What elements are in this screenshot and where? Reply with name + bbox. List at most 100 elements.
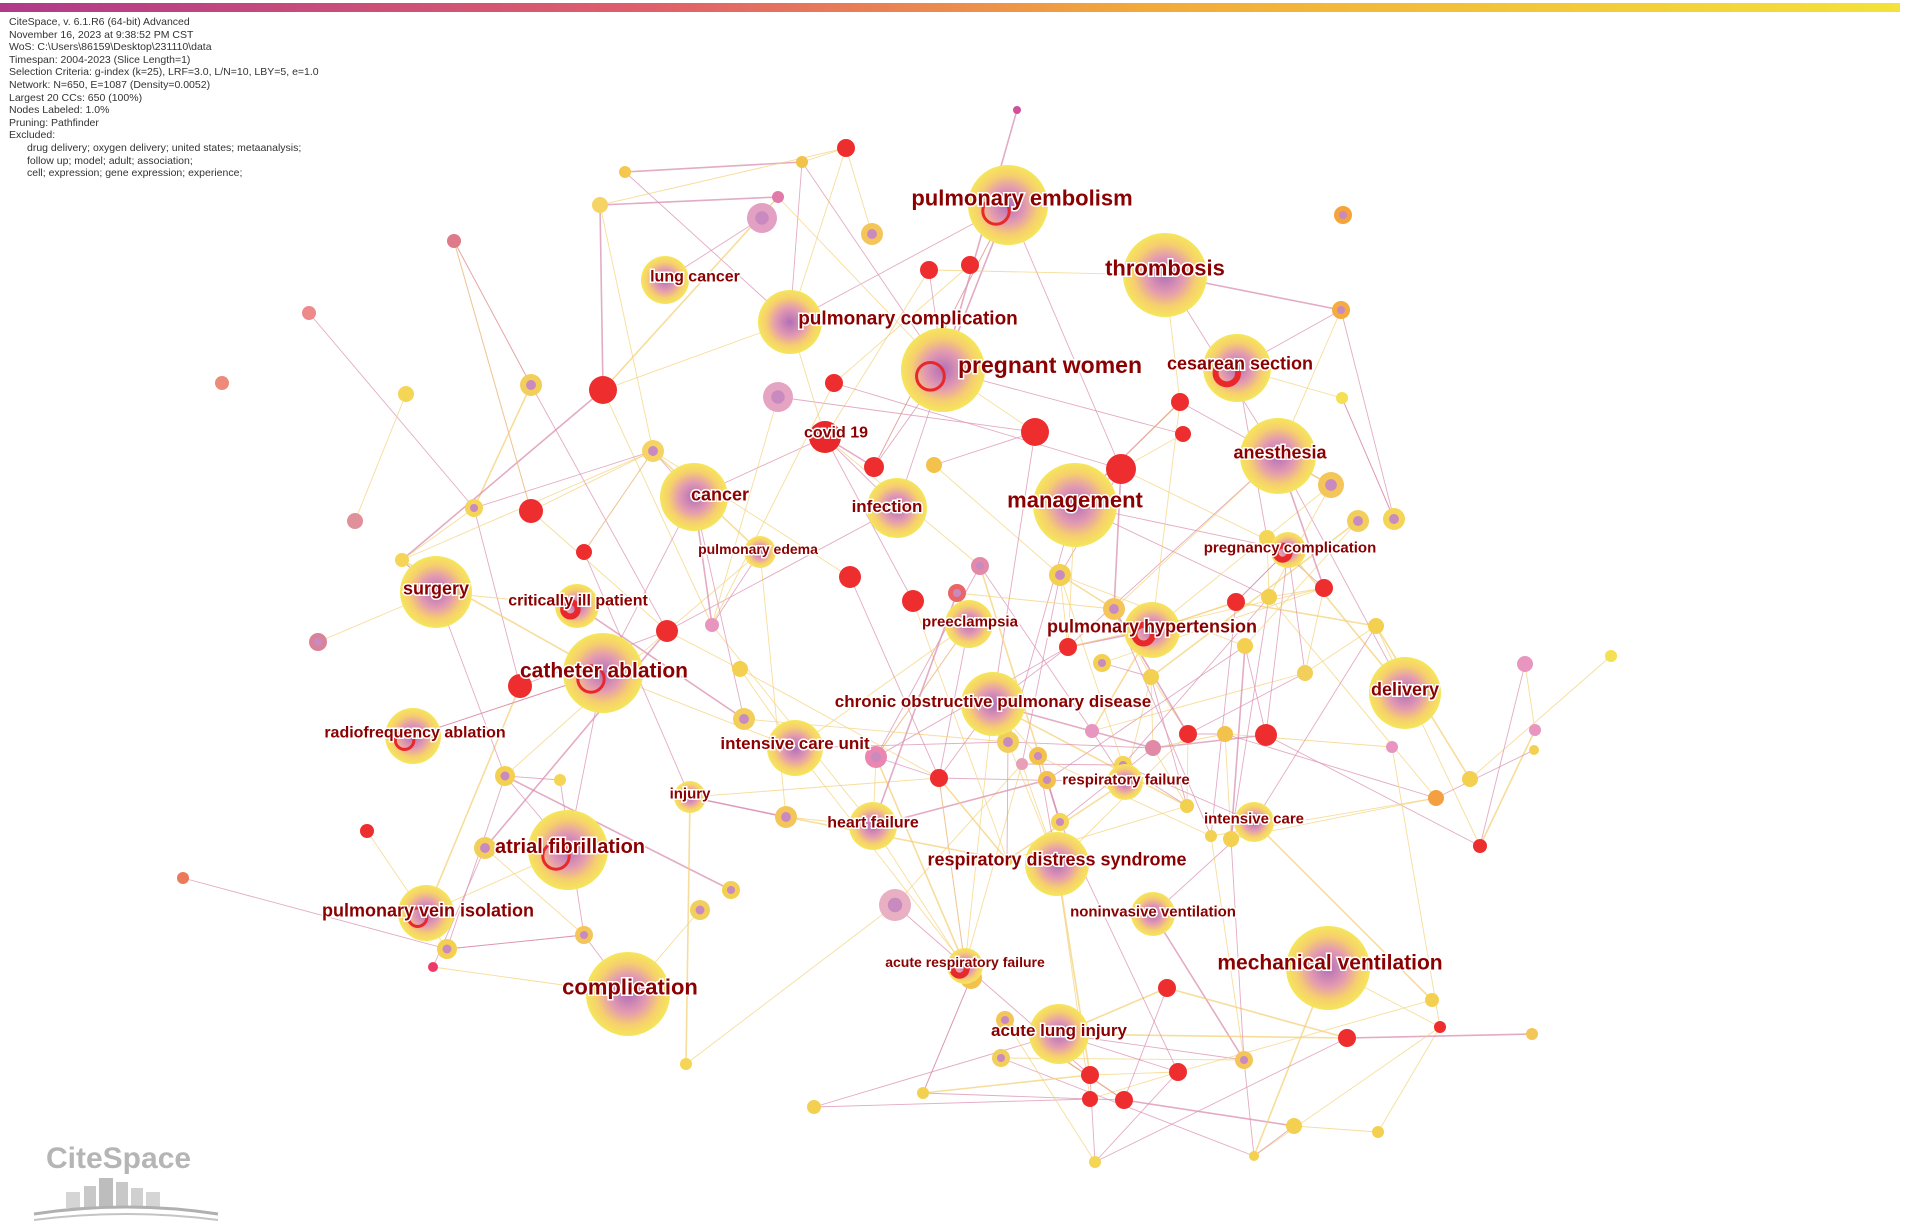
network-node bbox=[1529, 724, 1541, 736]
keyword-node: pulmonary complication bbox=[758, 290, 1019, 354]
network-edge bbox=[1186, 733, 1189, 807]
citation-burst-node bbox=[809, 421, 841, 453]
network-node-core bbox=[579, 930, 589, 940]
network-node-core bbox=[1338, 210, 1348, 220]
info-line: Selection Criteria: g-index (k=25), LRF=… bbox=[9, 66, 319, 79]
network-node-core bbox=[648, 446, 658, 456]
keyword-node-halo bbox=[1369, 657, 1441, 729]
keyword-node: covid 19 bbox=[802, 421, 870, 453]
network-node-core bbox=[1239, 1055, 1249, 1065]
network-edge bbox=[693, 496, 745, 720]
network-node-core bbox=[952, 588, 962, 598]
network-edge bbox=[1340, 309, 1395, 520]
citation-burst-ring bbox=[949, 958, 970, 979]
keyword-label: covid 19 bbox=[804, 425, 868, 442]
network-edge bbox=[785, 816, 1008, 861]
network-edge bbox=[824, 269, 930, 438]
keyword-label: critically ill patient bbox=[508, 593, 648, 610]
network-edge bbox=[1243, 1059, 1255, 1157]
network-edge bbox=[1224, 733, 1393, 748]
keyword-node: pulmonary hypertension bbox=[1045, 602, 1259, 658]
network-edge bbox=[1346, 1033, 1533, 1039]
network-node bbox=[592, 197, 608, 213]
network-node-core bbox=[442, 944, 452, 954]
network-edge bbox=[938, 777, 966, 967]
network-node-core bbox=[867, 229, 877, 239]
keyword-node-halo bbox=[400, 556, 472, 628]
keyword-node: heart failure bbox=[826, 802, 920, 850]
keyword-label: intensive care bbox=[1204, 810, 1304, 827]
keyword-node: delivery bbox=[1369, 657, 1441, 729]
network-edge bbox=[1151, 484, 1332, 631]
network-edge bbox=[1341, 397, 1395, 520]
keyword-node-halo bbox=[674, 781, 706, 813]
keyword-label: respiratory distress syndrome bbox=[927, 849, 1186, 869]
timeline-color-bar bbox=[0, 3, 1900, 12]
network-edge bbox=[1091, 672, 1306, 732]
keyword-label: catheter ablation bbox=[520, 659, 688, 682]
network-node-core bbox=[469, 503, 479, 513]
network-node-core bbox=[1353, 516, 1363, 526]
network-edge bbox=[1067, 587, 1325, 648]
network-node-core bbox=[739, 714, 749, 724]
network-edge bbox=[1151, 401, 1181, 631]
network-node bbox=[1434, 1021, 1446, 1033]
network-node bbox=[519, 499, 543, 523]
keyword-node: management bbox=[1006, 463, 1145, 547]
keyword-node-halo bbox=[1131, 892, 1175, 936]
keyword-node-halo bbox=[1123, 233, 1207, 317]
keyword-node: respiratory distress syndrome bbox=[926, 832, 1188, 896]
network-edge bbox=[602, 389, 713, 626]
network-edge bbox=[453, 240, 532, 512]
keyword-node-halo bbox=[1029, 1004, 1089, 1064]
keyword-node: critically ill patient bbox=[507, 584, 650, 628]
keyword-node: atrial fibrillation bbox=[493, 810, 647, 890]
keyword-node: preeclampsia bbox=[921, 600, 1020, 648]
network-edge bbox=[1046, 645, 1246, 781]
network-edge bbox=[401, 389, 604, 561]
network-node bbox=[1145, 740, 1161, 756]
network-edge bbox=[1224, 733, 1232, 840]
network-node bbox=[1205, 830, 1217, 842]
network-edge bbox=[789, 204, 1009, 323]
network-edge bbox=[1244, 645, 1267, 736]
network-edge bbox=[1230, 596, 1270, 840]
network-edge bbox=[583, 450, 654, 553]
network-edge bbox=[794, 623, 970, 749]
network-edge bbox=[530, 510, 668, 632]
network-edge bbox=[1435, 749, 1535, 799]
network-node bbox=[1338, 1029, 1356, 1047]
keyword-node: infection bbox=[850, 478, 927, 538]
keyword-label: thrombosis bbox=[1105, 256, 1225, 281]
network-node-core bbox=[1003, 737, 1013, 747]
network-edge bbox=[964, 703, 994, 967]
network-node bbox=[395, 553, 409, 567]
network-edges bbox=[182, 109, 1612, 1163]
network-node-core bbox=[1325, 479, 1337, 491]
network-edge bbox=[1094, 1071, 1179, 1163]
network-edge bbox=[979, 565, 1093, 732]
network-edge bbox=[1524, 663, 1536, 731]
network-edge bbox=[1094, 1037, 1348, 1163]
keyword-label: cancer bbox=[691, 484, 749, 504]
network-node bbox=[1001, 854, 1013, 866]
network-node bbox=[864, 457, 884, 477]
network-node bbox=[1169, 1063, 1187, 1081]
citation-burst-ring bbox=[1272, 542, 1293, 563]
keyword-node: chronic obstructive pulmonary disease bbox=[833, 672, 1153, 736]
network-edge bbox=[849, 576, 940, 779]
keyword-node-halo bbox=[1240, 418, 1316, 494]
network-edge bbox=[1210, 601, 1237, 837]
network-node bbox=[1175, 426, 1191, 442]
network-edge bbox=[1059, 574, 1124, 766]
network-edge bbox=[845, 147, 873, 235]
keyword-node: pregnant women bbox=[901, 328, 1144, 412]
network-edge bbox=[666, 507, 898, 632]
keyword-label: pulmonary complication bbox=[798, 309, 1018, 330]
info-line: Nodes Labeled: 1.0% bbox=[9, 104, 110, 117]
network-edge bbox=[979, 565, 1048, 781]
network-edge bbox=[938, 623, 970, 779]
keyword-label: radiofrequency ablation bbox=[324, 725, 505, 742]
network-edge bbox=[942, 109, 1018, 371]
network-node bbox=[177, 872, 189, 884]
